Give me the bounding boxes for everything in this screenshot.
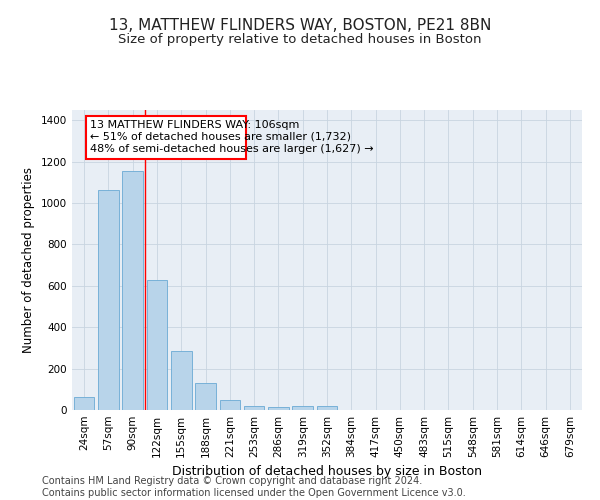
Bar — [317, 406, 337, 410]
Bar — [244, 406, 265, 410]
FancyBboxPatch shape — [86, 116, 245, 158]
Text: 13, MATTHEW FLINDERS WAY, BOSTON, PE21 8BN: 13, MATTHEW FLINDERS WAY, BOSTON, PE21 8… — [109, 18, 491, 32]
Bar — [292, 406, 313, 410]
Bar — [146, 280, 167, 410]
Bar — [268, 407, 289, 410]
Bar — [195, 383, 216, 410]
Bar — [98, 190, 119, 410]
Text: Contains HM Land Registry data © Crown copyright and database right 2024.
Contai: Contains HM Land Registry data © Crown c… — [42, 476, 466, 498]
Text: Size of property relative to detached houses in Boston: Size of property relative to detached ho… — [118, 32, 482, 46]
Y-axis label: Number of detached properties: Number of detached properties — [22, 167, 35, 353]
X-axis label: Distribution of detached houses by size in Boston: Distribution of detached houses by size … — [172, 466, 482, 478]
Bar — [74, 396, 94, 410]
Text: ← 51% of detached houses are smaller (1,732): ← 51% of detached houses are smaller (1,… — [91, 132, 352, 142]
Text: 13 MATTHEW FLINDERS WAY: 106sqm: 13 MATTHEW FLINDERS WAY: 106sqm — [91, 120, 300, 130]
Bar — [171, 351, 191, 410]
Bar — [220, 400, 240, 410]
Bar — [122, 171, 143, 410]
Text: 48% of semi-detached houses are larger (1,627) →: 48% of semi-detached houses are larger (… — [91, 144, 374, 154]
